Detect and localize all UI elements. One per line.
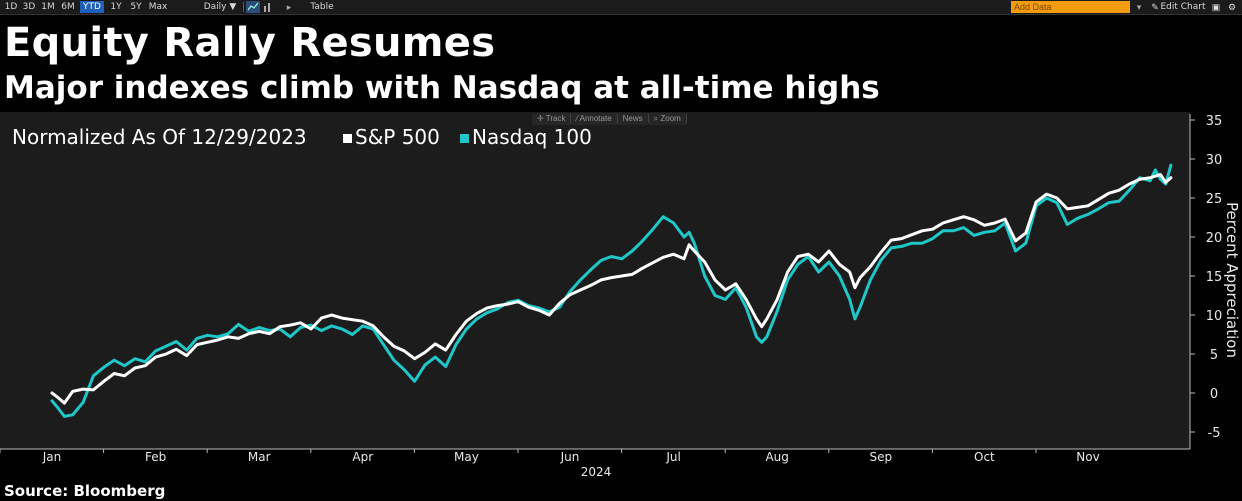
x-tick-label: Jan: [42, 450, 62, 464]
x-tick-label: Oct: [974, 450, 995, 464]
y-axis-label: Percent Appreciation: [1223, 202, 1241, 358]
camera-icon[interactable]: ▣: [1211, 2, 1221, 12]
legend-label-nasdaq: Nasdaq 100: [472, 125, 592, 149]
range-button-ytd[interactable]: YTD: [80, 1, 104, 13]
range-button-1m[interactable]: 1M: [41, 2, 55, 12]
y-tick-label: 15: [1206, 270, 1223, 285]
range-button-1y[interactable]: 1Y: [110, 2, 122, 12]
x-tick-label: Jul: [665, 450, 680, 464]
x-axis-label: 2024: [581, 465, 612, 479]
range-button-1d[interactable]: 1D: [4, 2, 18, 12]
news-tool[interactable]: News: [617, 114, 649, 123]
chart-subtitle: Major indexes climb with Nasdaq at all-t…: [4, 70, 880, 106]
x-tick-label: Aug: [765, 450, 788, 464]
chart-title: Equity Rally Resumes: [4, 20, 496, 66]
add-data-dropdown-icon[interactable]: ▾: [1136, 2, 1142, 12]
x-tick-label: May: [454, 450, 479, 464]
range-button-6m[interactable]: 6M: [61, 2, 75, 12]
x-tick-label: Feb: [145, 450, 166, 464]
x-tick-label: Sep: [869, 450, 892, 464]
y-tick-label: 5: [1210, 348, 1218, 363]
y-tick-label: -5: [1208, 426, 1221, 441]
series-line-sp500: [50, 173, 1173, 405]
y-tick-label: 10: [1206, 309, 1223, 324]
legend-swatch-nasdaq: [460, 134, 469, 143]
add-data-input[interactable]: Add Data: [1011, 1, 1130, 13]
legend-item-sp500: S&P 500: [343, 124, 440, 150]
source-note: Source: Bloomberg: [4, 482, 166, 500]
x-tick-label: Jun: [560, 450, 580, 464]
bar-chart-icon[interactable]: [262, 1, 274, 13]
x-tick-label: Nov: [1076, 450, 1099, 464]
series-line-nasdaq: [50, 163, 1173, 418]
line-chart-icon[interactable]: [246, 1, 260, 13]
range-button-max[interactable]: Max: [148, 2, 168, 12]
y-tick-label: 25: [1206, 192, 1223, 207]
chart-tools: ✛ Track ⁄ Annotate News ⌕ Zoom: [532, 113, 687, 125]
track-tool[interactable]: ✛ Track: [532, 114, 572, 123]
pencil-icon[interactable]: ✎: [1151, 2, 1159, 12]
table-button[interactable]: Table: [310, 2, 334, 12]
zoom-tool[interactable]: ⌕ Zoom: [648, 114, 687, 123]
chart-toolbar: 1D 3D 1M 6M YTD 1Y 5Y Max Daily ▼ ▸ Table Add D…: [0, 0, 1242, 15]
y-tick-label: 30: [1206, 153, 1223, 168]
normalization-label: Normalized As Of 12/29/2023: [12, 125, 307, 149]
x-tick-label: Apr: [352, 450, 373, 464]
annotate-tool[interactable]: ⁄ Annotate: [571, 114, 618, 123]
plot-panel: [0, 112, 1190, 449]
toolbar-divider: [243, 2, 244, 12]
gear-icon[interactable]: ⚙: [1227, 2, 1237, 12]
legend-label-sp500: S&P 500: [355, 125, 440, 149]
range-button-3d[interactable]: 3D: [22, 2, 36, 12]
edit-chart-button[interactable]: Edit Chart: [1160, 2, 1206, 12]
y-tick-label: 20: [1206, 231, 1223, 246]
legend-swatch-sp500: [343, 134, 352, 143]
frequency-select[interactable]: Daily ▼: [203, 2, 237, 12]
range-button-5y[interactable]: 5Y: [130, 2, 142, 12]
y-tick-label: 0: [1210, 387, 1218, 402]
legend-item-nasdaq: Nasdaq 100: [460, 124, 592, 150]
more-options-icon[interactable]: ▸: [286, 2, 292, 12]
x-tick-label: Mar: [248, 450, 271, 464]
y-tick-label: 35: [1206, 114, 1223, 129]
